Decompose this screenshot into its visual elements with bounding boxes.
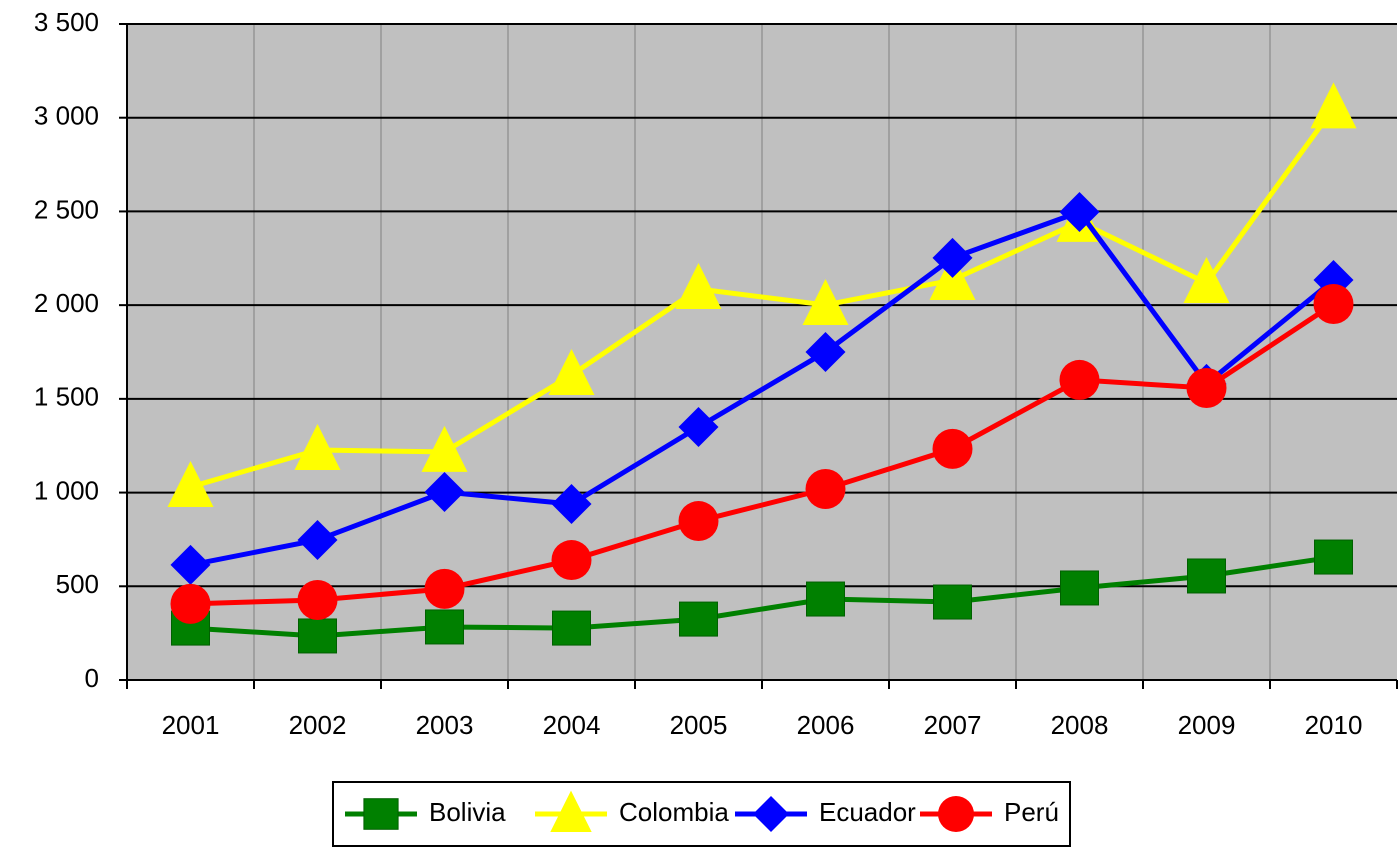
marker xyxy=(424,472,465,513)
series-line xyxy=(190,554,1334,639)
x-tick-label: 2001 xyxy=(162,710,220,740)
series xyxy=(170,284,1354,624)
marker xyxy=(424,568,465,609)
y-tick-label: 0 xyxy=(85,663,99,693)
marker xyxy=(552,610,591,646)
marker xyxy=(551,540,592,581)
marker xyxy=(363,798,399,830)
marker xyxy=(933,584,972,620)
marker xyxy=(548,349,595,396)
marker xyxy=(297,519,338,560)
x-tick-label: 2007 xyxy=(924,710,982,740)
x-tick-label: 2009 xyxy=(1178,710,1236,740)
y-tick-label: 1 000 xyxy=(34,475,99,505)
marker xyxy=(170,544,211,585)
x-tick-label: 2010 xyxy=(1305,710,1363,740)
marker xyxy=(1186,367,1227,408)
marker xyxy=(1310,82,1357,129)
marker xyxy=(1314,539,1353,575)
legend-label: Perú xyxy=(1004,797,1059,827)
marker xyxy=(932,428,973,469)
marker xyxy=(675,263,722,310)
marker xyxy=(932,237,973,278)
legend-label: Bolivia xyxy=(429,797,506,827)
y-tick-label: 1 500 xyxy=(34,382,99,412)
marker xyxy=(298,618,337,654)
y-tick-label: 3 000 xyxy=(34,101,99,131)
marker xyxy=(294,424,341,471)
marker xyxy=(1059,191,1100,232)
x-tick-label: 2008 xyxy=(1051,710,1109,740)
y-tick-label: 2 000 xyxy=(34,288,99,318)
x-tick-label: 2004 xyxy=(543,710,601,740)
series-line xyxy=(190,209,1336,568)
series xyxy=(171,539,1353,654)
y-tick-label: 3 500 xyxy=(34,7,99,37)
marker xyxy=(550,790,592,832)
marker xyxy=(1183,257,1230,304)
marker xyxy=(938,796,974,832)
marker xyxy=(678,501,719,542)
legend-label: Colombia xyxy=(619,797,729,827)
marker xyxy=(170,583,211,624)
marker xyxy=(425,609,464,645)
y-tick-label: 2 500 xyxy=(34,194,99,224)
marker xyxy=(753,796,789,832)
x-tick-label: 2006 xyxy=(797,710,855,740)
marker xyxy=(1060,570,1099,606)
marker xyxy=(297,579,338,620)
marker xyxy=(1187,558,1226,594)
x-tick-label: 2003 xyxy=(416,710,474,740)
y-tick-label: 500 xyxy=(56,569,99,599)
marker xyxy=(1059,359,1100,400)
marker xyxy=(1313,284,1354,325)
marker xyxy=(802,278,849,325)
legend: Bolivia Colombia Ecuador Perú xyxy=(332,781,1071,847)
series-line xyxy=(189,106,1336,490)
marker xyxy=(678,406,719,447)
series-line xyxy=(190,301,1335,607)
marker xyxy=(421,425,468,472)
marker xyxy=(167,460,214,507)
marker xyxy=(805,469,846,510)
marker xyxy=(679,601,718,637)
x-tick-label: 2002 xyxy=(289,710,347,740)
legend-label: Ecuador xyxy=(819,797,916,827)
marker xyxy=(806,581,845,617)
marker xyxy=(805,332,846,372)
x-tick-label: 2005 xyxy=(670,710,728,740)
marker xyxy=(551,484,592,525)
